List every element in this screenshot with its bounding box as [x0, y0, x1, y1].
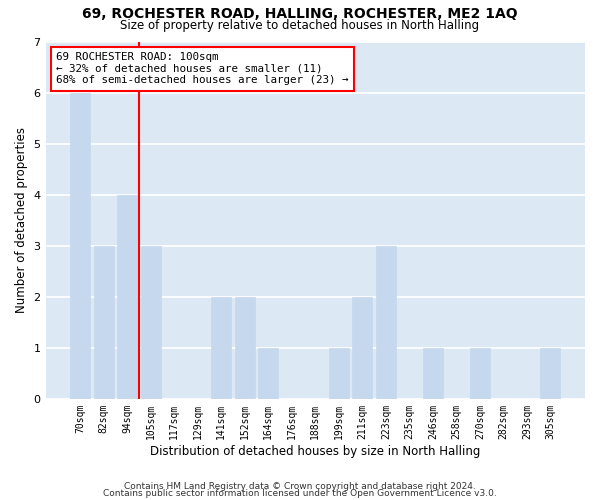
Text: 69 ROCHESTER ROAD: 100sqm
← 32% of detached houses are smaller (11)
68% of semi-: 69 ROCHESTER ROAD: 100sqm ← 32% of detac…	[56, 52, 349, 86]
Text: Contains HM Land Registry data © Crown copyright and database right 2024.: Contains HM Land Registry data © Crown c…	[124, 482, 476, 491]
Y-axis label: Number of detached properties: Number of detached properties	[15, 127, 28, 313]
Bar	[94, 246, 113, 399]
Bar	[140, 246, 161, 399]
Text: 69, ROCHESTER ROAD, HALLING, ROCHESTER, ME2 1AQ: 69, ROCHESTER ROAD, HALLING, ROCHESTER, …	[82, 8, 518, 22]
X-axis label: Distribution of detached houses by size in North Halling: Distribution of detached houses by size …	[150, 444, 481, 458]
Bar	[235, 296, 255, 399]
Bar	[117, 194, 137, 399]
Bar	[423, 348, 443, 399]
Bar	[329, 348, 349, 399]
Bar	[211, 296, 231, 399]
Text: Contains public sector information licensed under the Open Government Licence v3: Contains public sector information licen…	[103, 489, 497, 498]
Text: Size of property relative to detached houses in North Halling: Size of property relative to detached ho…	[121, 18, 479, 32]
Bar	[352, 296, 373, 399]
Bar	[70, 92, 90, 399]
Bar	[470, 348, 490, 399]
Bar	[541, 348, 560, 399]
Bar	[258, 348, 278, 399]
Bar	[376, 246, 396, 399]
